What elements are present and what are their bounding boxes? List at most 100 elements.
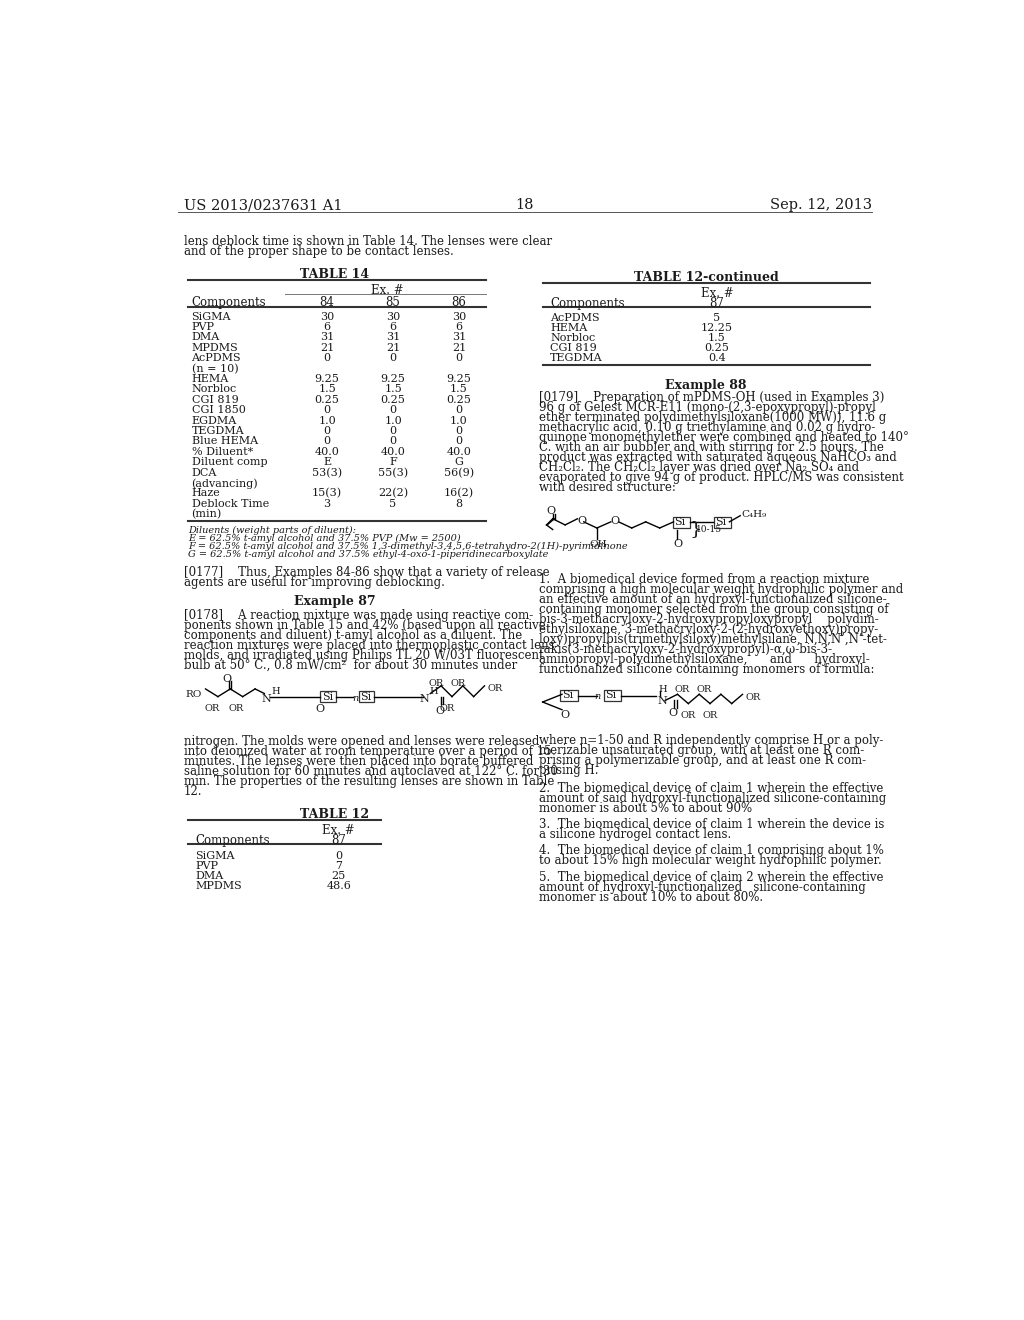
Text: OH: OH (589, 540, 607, 549)
Text: 30: 30 (386, 312, 400, 322)
Text: DMA: DMA (191, 333, 220, 342)
Text: Diluents (weight parts of diluent):: Diluents (weight parts of diluent): (187, 525, 355, 535)
Text: 48.6: 48.6 (327, 880, 351, 891)
Text: AcPDMS: AcPDMS (550, 313, 600, 323)
Text: prising a polymerizable group, and at least one R com-: prising a polymerizable group, and at le… (539, 755, 866, 767)
Text: agents are useful for improving deblocking.: agents are useful for improving deblocki… (183, 576, 444, 589)
Text: OR: OR (439, 705, 455, 713)
Text: TABLE 12: TABLE 12 (300, 808, 370, 821)
Text: Example 87: Example 87 (294, 595, 376, 609)
Text: Haze: Haze (191, 488, 220, 499)
Text: O: O (547, 507, 556, 516)
Text: 0: 0 (389, 405, 396, 416)
Text: merizable unsaturated group, with at least one R com-: merizable unsaturated group, with at lea… (539, 744, 864, 758)
Text: OR: OR (702, 711, 718, 721)
Text: Sep. 12, 2013: Sep. 12, 2013 (770, 198, 872, 213)
Text: SiGMA: SiGMA (191, 312, 231, 322)
Text: [0177]    Thus, Examples 84-86 show that a variety of release: [0177] Thus, Examples 84-86 show that a … (183, 566, 550, 578)
Text: prising H.: prising H. (539, 764, 598, 777)
Text: HEMA: HEMA (550, 323, 588, 333)
Text: OR: OR (745, 693, 761, 702)
Text: DCA: DCA (191, 467, 217, 478)
Text: 0: 0 (324, 405, 331, 416)
Text: CGI 1850: CGI 1850 (191, 405, 246, 416)
Text: comprising a high molecular weight hydrophilic polymer and: comprising a high molecular weight hydro… (539, 582, 903, 595)
Text: N: N (657, 696, 667, 706)
Text: Norbloc: Norbloc (550, 333, 596, 343)
Text: 40.0: 40.0 (314, 446, 340, 457)
Text: 16(2): 16(2) (443, 488, 474, 499)
Text: 21: 21 (452, 343, 466, 352)
Text: quinone monomethylether were combined and heated to 140°: quinone monomethylether were combined an… (539, 430, 908, 444)
Text: 1.5: 1.5 (709, 333, 726, 343)
Text: with desired structure:: with desired structure: (539, 480, 676, 494)
Text: Deblock Time: Deblock Time (191, 499, 268, 508)
Text: 5: 5 (389, 499, 396, 508)
Text: MPDMS: MPDMS (196, 880, 242, 891)
Text: O: O (578, 516, 587, 525)
Text: MPDMS: MPDMS (191, 343, 239, 352)
Text: 12.25: 12.25 (701, 323, 733, 333)
Text: 12.: 12. (183, 785, 203, 799)
Text: Ex. #: Ex. # (700, 286, 733, 300)
Text: (min): (min) (191, 510, 222, 520)
Text: CGI 819: CGI 819 (550, 343, 597, 354)
Text: 86: 86 (452, 296, 466, 309)
Text: and of the proper shape to be contact lenses.: and of the proper shape to be contact le… (183, 246, 454, 259)
Text: F: F (389, 457, 397, 467)
Text: 0: 0 (456, 354, 463, 363)
Text: 1.0: 1.0 (318, 416, 336, 425)
Text: Si: Si (360, 692, 372, 702)
Text: 84: 84 (319, 296, 335, 309)
Text: G: G (455, 457, 464, 467)
Text: CGI 819: CGI 819 (191, 395, 239, 405)
Text: 0: 0 (456, 437, 463, 446)
Text: (advancing): (advancing) (191, 478, 258, 488)
Text: Blue HEMA: Blue HEMA (191, 437, 258, 446)
Text: ethylsiloxane, 3-methacryloxy-2-(2-hydroxyethoxy)propy-: ethylsiloxane, 3-methacryloxy-2-(2-hydro… (539, 623, 878, 636)
Text: Example 88: Example 88 (666, 379, 746, 392)
Text: 2.  The biomedical device of claim 1 wherein the effective: 2. The biomedical device of claim 1 wher… (539, 781, 883, 795)
Text: components and diluent) t-amyl alcohol as a diluent. The: components and diluent) t-amyl alcohol a… (183, 628, 522, 642)
Text: bulb at 50° C., 0.8 mW/cm²  for about 30 minutes under: bulb at 50° C., 0.8 mW/cm² for about 30 … (183, 659, 517, 672)
Text: saline solution for 60 minutes and autoclaved at 122° C. for 30: saline solution for 60 minutes and autoc… (183, 766, 558, 779)
Text: 0.4: 0.4 (709, 354, 726, 363)
Text: 0: 0 (324, 426, 331, 436)
Text: O: O (315, 705, 325, 714)
Text: AcPDMS: AcPDMS (191, 354, 242, 363)
Text: OR: OR (229, 705, 244, 713)
Text: C. with an air bubbler and with stirring for 2.5 hours. The: C. with an air bubbler and with stirring… (539, 441, 884, 454)
Text: rakis(3-methacryloxy-2-hydroxypropyl)-α,ω-bis-3-: rakis(3-methacryloxy-2-hydroxypropyl)-α,… (539, 643, 833, 656)
Text: containing monomer selected from the group consisting of: containing monomer selected from the gro… (539, 603, 889, 615)
Text: OR: OR (696, 685, 712, 694)
Text: 15(3): 15(3) (312, 488, 342, 499)
Text: 5.  The biomedical device of claim 2 wherein the effective: 5. The biomedical device of claim 2 wher… (539, 871, 884, 883)
Text: O: O (611, 516, 620, 525)
Text: methacrylic acid, 0.10 g triethylamine and 0.02 g hydro-: methacrylic acid, 0.10 g triethylamine a… (539, 421, 876, 434)
Text: 6: 6 (324, 322, 331, 333)
Text: 0: 0 (389, 426, 396, 436)
Text: Si: Si (675, 517, 686, 527)
Text: lens deblock time is shown in Table 14. The lenses were clear: lens deblock time is shown in Table 14. … (183, 235, 552, 248)
Text: F = 62.5% t-amyl alcohol and 37.5% 1,3-dimethyl-3,4,5,6-tetrahydro-2(1H)-pyrimid: F = 62.5% t-amyl alcohol and 37.5% 1,3-d… (187, 543, 628, 550)
Text: 30: 30 (452, 312, 466, 322)
Text: CH₂Cl₂. The CH₂Cl₂ layer was dried over Na₂ SO₄ and: CH₂Cl₂. The CH₂Cl₂ layer was dried over … (539, 461, 859, 474)
Text: G = 62.5% t-amyl alcohol and 37.5% ethyl-4-oxo-1-piperidinecarboxylate: G = 62.5% t-amyl alcohol and 37.5% ethyl… (187, 550, 548, 558)
Text: ponents shown in Table 15 and 42% (based upon all reactive: ponents shown in Table 15 and 42% (based… (183, 619, 546, 632)
Text: 0: 0 (389, 437, 396, 446)
Text: N: N (419, 693, 429, 704)
Text: SiGMA: SiGMA (196, 850, 234, 861)
Text: [0179]    Preparation of mPDMS-OH (used in Examples 3): [0179] Preparation of mPDMS-OH (used in … (539, 391, 884, 404)
Text: TABLE 12-continued: TABLE 12-continued (634, 271, 778, 284)
Text: OR: OR (204, 705, 219, 713)
Text: Components: Components (196, 834, 270, 847)
Text: 0: 0 (456, 405, 463, 416)
Text: US 2013/0237631 A1: US 2013/0237631 A1 (183, 198, 342, 213)
Text: 1.0: 1.0 (451, 416, 468, 425)
Text: minutes. The lenses were then placed into borate buffered: minutes. The lenses were then placed int… (183, 755, 534, 768)
Text: functionalized silicone containing monomers of formula:: functionalized silicone containing monom… (539, 663, 874, 676)
Text: reaction mixtures were placed into thermoplastic contact lens: reaction mixtures were placed into therm… (183, 639, 554, 652)
Text: O: O (222, 673, 231, 684)
Text: bis-3-methacryloxy-2-hydroxypropyloxypropyl    polydim-: bis-3-methacryloxy-2-hydroxypropyloxypro… (539, 612, 879, 626)
Text: 0: 0 (324, 354, 331, 363)
